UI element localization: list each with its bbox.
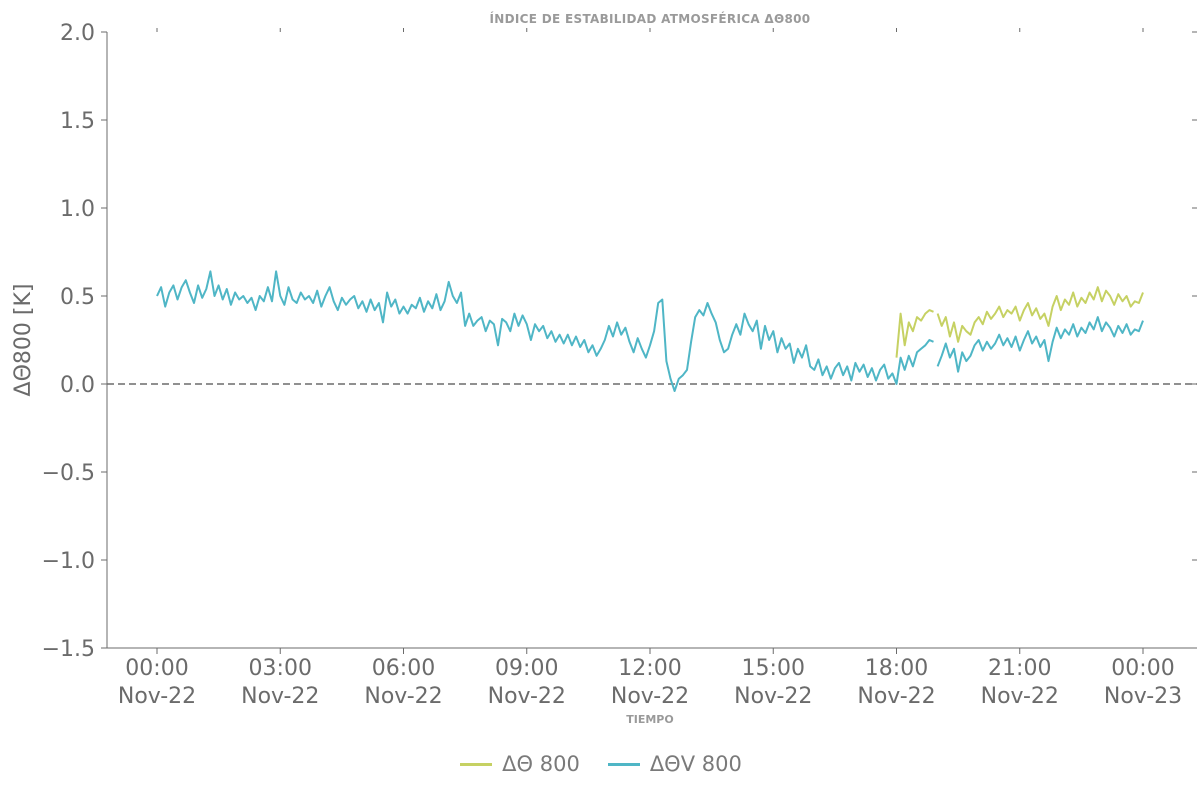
x-tick-label-date: Nov-22 [734,684,812,709]
legend-label: ΔΘV 800 [649,752,742,776]
y-tick-label: 2.0 [60,21,95,46]
x-tick-label-time: 12:00 [618,656,681,681]
y-tick-label: −1.5 [42,637,95,662]
x-tick-label-time: 15:00 [742,656,805,681]
series-line-delta-theta-0 [895,309,934,358]
y-axis-label: ΔΘ800 [K] [11,284,36,397]
series-group [156,270,1144,392]
series-line-delta-theta-v-0 [156,270,934,392]
x-tick-label-time: 06:00 [372,656,435,681]
x-tick-label-date: Nov-22 [857,684,935,709]
y-tick-label: 1.0 [60,197,95,222]
chart-title: ÍNDICE DE ESTABILIDAD ATMOSFÉRICA ΔΘ800 [490,11,811,26]
legend-label: ΔΘ 800 [502,752,580,776]
x-tick-label-time: 00:00 [125,656,188,681]
series-line-delta-theta-1 [936,286,1144,343]
y-tick-label: −0.5 [42,461,95,486]
legend-swatch [460,762,493,766]
series-line-delta-theta-v-1 [936,316,1144,373]
x-tick-label-time: 21:00 [988,656,1051,681]
y-ticks: 2.0 1.5 1.0 0.5 0.0 −0.5 −1.0 −1.5 [42,21,1197,662]
x-ticks: 00:00 Nov-22 03:00 Nov-22 06:00 Nov-22 09:00 No… [118,28,1182,709]
x-tick-label-time: 18:00 [865,656,928,681]
legend-item-delta-theta-v: ΔΘV 800 [607,752,742,776]
y-tick-label: 0.0 [60,373,95,398]
x-tick-label-date: Nov-22 [488,684,566,709]
legend: ΔΘ 800 ΔΘV 800 [0,752,1202,776]
legend-item-delta-theta: ΔΘ 800 [460,752,580,776]
y-tick-label: 1.5 [60,109,95,134]
x-axis-label: TIEMPO [626,713,673,726]
x-tick-label-time: 03:00 [249,656,312,681]
axes [106,32,1197,649]
x-tick-label-date: Nov-22 [364,684,442,709]
y-tick-label: −1.0 [42,549,95,574]
x-tick-label-time: 09:00 [495,656,558,681]
x-tick-label-date: Nov-22 [611,684,689,709]
x-tick-label-time: 00:00 [1111,656,1174,681]
x-tick-label-date: Nov-23 [1104,684,1182,709]
x-tick-label-date: Nov-22 [981,684,1059,709]
y-tick-label: 0.5 [60,285,95,310]
legend-swatch [607,762,640,766]
x-tick-label-date: Nov-22 [118,684,196,709]
x-tick-label-date: Nov-22 [241,684,319,709]
